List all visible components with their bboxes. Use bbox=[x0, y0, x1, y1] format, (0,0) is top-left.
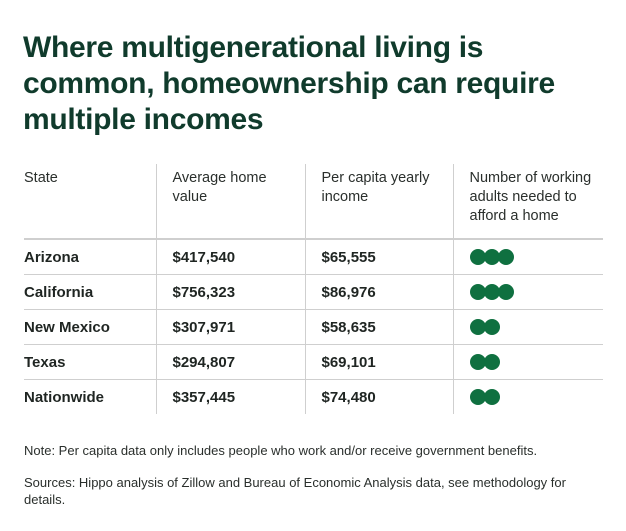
cell-home-value: $756,323 bbox=[155, 274, 305, 310]
cell-adults bbox=[452, 274, 604, 310]
cell-state: California bbox=[24, 274, 156, 310]
table-row: Arizona $417,540 $65,555 bbox=[24, 239, 603, 275]
adult-dot-icon bbox=[483, 319, 500, 335]
cell-income: $58,635 bbox=[304, 309, 453, 345]
header-income: Per capita yearly income bbox=[304, 164, 453, 240]
cell-adults bbox=[452, 309, 604, 345]
table-row: Nationwide $357,445 $74,480 bbox=[24, 379, 604, 414]
adult-dots bbox=[469, 354, 604, 370]
cell-income: $86,976 bbox=[304, 274, 453, 310]
adult-dot-icon bbox=[469, 389, 486, 405]
adult-dot-icon bbox=[469, 354, 486, 370]
table-row: New Mexico $307,971 $58,635 bbox=[24, 309, 604, 345]
chart-title: Where multigenerational living is common… bbox=[23, 31, 555, 136]
adult-dot-icon bbox=[469, 249, 486, 265]
adult-dot-icon bbox=[469, 284, 486, 300]
adult-dots bbox=[469, 389, 604, 405]
cell-state: Nationwide bbox=[24, 388, 105, 406]
cell-income: $69,101 bbox=[304, 344, 453, 380]
adult-dot-icon bbox=[497, 249, 514, 265]
table-row: California $756,323 $86,976 bbox=[24, 274, 604, 310]
header-state: State bbox=[24, 164, 156, 240]
cell-adults bbox=[452, 379, 604, 414]
cell-home-value: $307,971 bbox=[155, 309, 305, 345]
header-home-value: Average home value bbox=[155, 164, 305, 240]
cell-state: New Mexico bbox=[24, 309, 156, 345]
adult-dot-icon bbox=[483, 284, 500, 300]
cell-home-value: $294,807 bbox=[155, 344, 305, 380]
cell-income: $65,555 bbox=[304, 239, 453, 275]
header-row: State Average home value Per capita year… bbox=[24, 164, 603, 240]
adult-dots bbox=[469, 284, 604, 300]
adult-dot-icon bbox=[483, 354, 500, 370]
cell-state: Arizona bbox=[24, 239, 156, 275]
cell-home-value: $417,540 bbox=[155, 239, 305, 275]
cell-income: $74,480 bbox=[304, 379, 453, 414]
header-adults: Number of working adults needed to affor… bbox=[452, 164, 603, 240]
cell-adults bbox=[452, 344, 604, 380]
cell-adults bbox=[452, 239, 604, 275]
adult-dot-icon bbox=[483, 389, 500, 405]
data-table: State Average home value Per capita year… bbox=[24, 164, 603, 414]
sources-text: Sources: Hippo analysis of Zillow and Bu… bbox=[24, 475, 566, 507]
adult-dot-icon bbox=[497, 284, 514, 300]
cell-home-value: $357,445 bbox=[155, 379, 305, 414]
adult-dots bbox=[469, 319, 604, 335]
table-row: Texas $294,807 $69,101 bbox=[24, 344, 604, 380]
note-text: Note: Per capita data only includes peop… bbox=[24, 443, 538, 458]
adult-dot-icon bbox=[483, 249, 500, 265]
cell-state: Texas bbox=[24, 344, 156, 380]
adult-dot-icon bbox=[469, 319, 486, 335]
adult-dots bbox=[469, 249, 604, 265]
